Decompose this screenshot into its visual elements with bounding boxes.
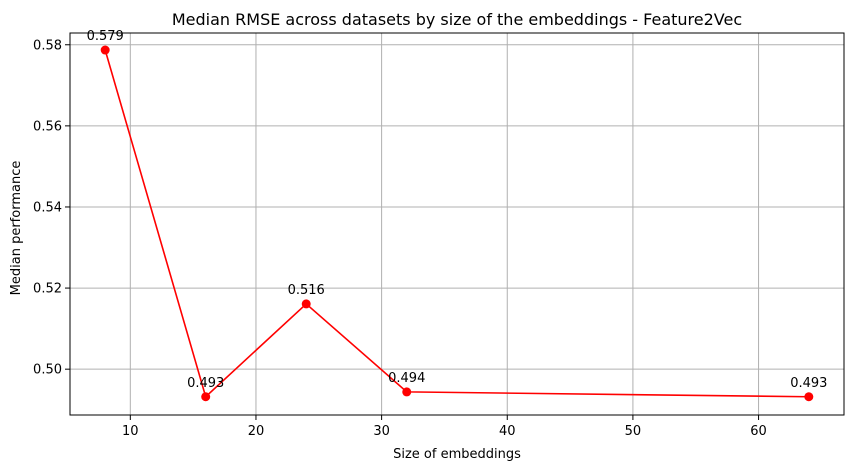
y-tick-label: 0.56 — [33, 119, 62, 134]
series-line — [104, 49, 809, 399]
chart-title: Median RMSE across datasets by size of t… — [172, 10, 742, 29]
data-label: 0.493 — [790, 376, 827, 391]
x-tick-label: 10 — [122, 424, 139, 439]
data-point — [100, 45, 110, 55]
data-point — [201, 392, 211, 402]
grid — [70, 33, 844, 415]
x-tick-label: 60 — [750, 424, 767, 439]
x-axis-title: Size of embeddings — [393, 447, 521, 462]
plot-frame — [69, 32, 845, 416]
x-tick-label: 50 — [625, 424, 642, 439]
data-point — [804, 392, 814, 402]
y-tick-label: 0.54 — [33, 200, 62, 215]
data-label: 0.579 — [87, 29, 124, 44]
y-tick-label: 0.52 — [33, 282, 62, 297]
data-label: 0.516 — [288, 283, 325, 298]
data-label: 0.493 — [187, 376, 224, 391]
axes: 10 20 30 40 50 60 0.50 0.52 0.54 0.56 0.58 — [33, 32, 845, 439]
y-axis-title: Median performance — [9, 161, 24, 296]
series-layer: 0.579 0.493 0.516 0.494 0.493 — [87, 29, 827, 402]
x-tick-label: 20 — [248, 424, 265, 439]
y-tick-label: 0.50 — [33, 363, 62, 378]
y-tick-label: 0.58 — [33, 38, 62, 53]
data-point — [402, 387, 412, 397]
data-point — [301, 299, 311, 309]
data-label: 0.494 — [388, 371, 425, 386]
x-tick-label: 30 — [373, 424, 390, 439]
x-tick-label: 40 — [499, 424, 516, 439]
